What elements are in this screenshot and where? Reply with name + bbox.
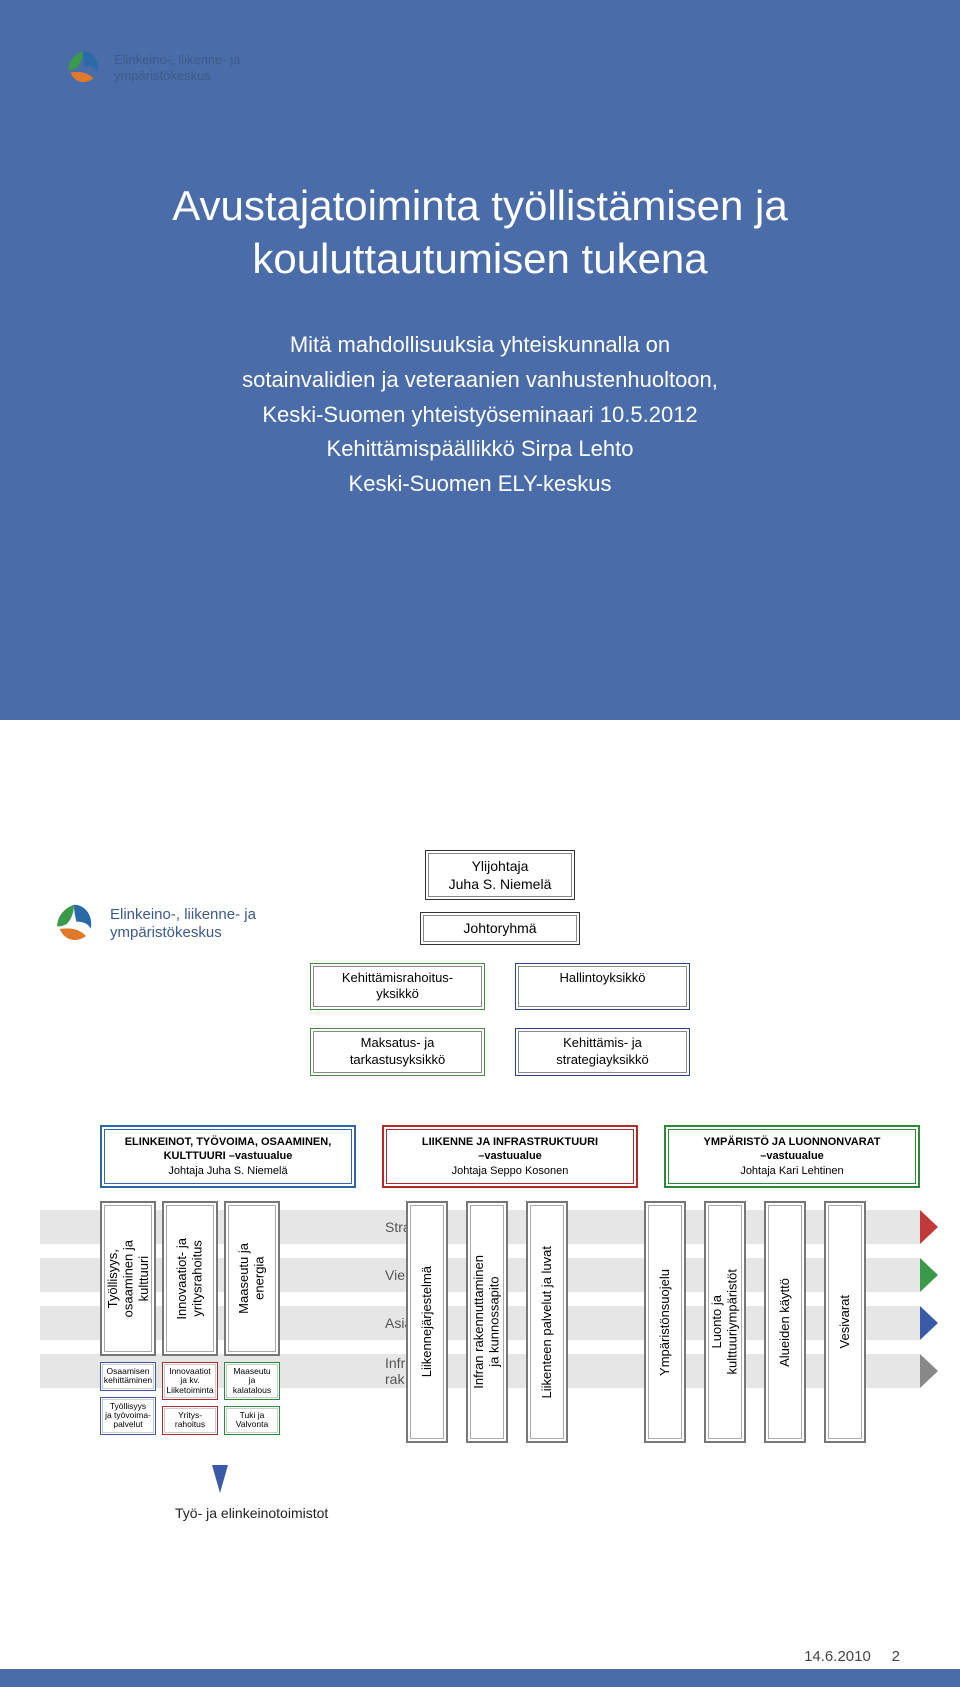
logo-slide2: Elinkeino-, liikenne- ja ympäristökeskus <box>50 900 280 948</box>
dept-row: ELINKEINOT, TYÖVOIMA, OSAAMINEN, KULTTUU… <box>100 1125 920 1188</box>
dept-liikenne: LIIKENNE JA INFRASTRUKTUURI –vastuualue … <box>382 1125 638 1188</box>
vbox-maaseutu: Maaseutu ja energia <box>224 1201 280 1356</box>
mini-innovaatiot: Innovaatiot ja kv. Liiketoiminta <box>162 1362 218 1400</box>
leftcol-3: Maaseutu ja energia Maaseutu ja kalatalo… <box>224 1201 280 1461</box>
vbox-luonto: Luonto ja kulttuuriympäristöt <box>704 1201 746 1443</box>
title-line1: Avustajatoiminta työllistämisen ja <box>172 182 788 229</box>
org-left2: Maksatus- ja tarkastusyksikkö <box>310 1028 485 1076</box>
leftcol-1: Työllisyys, osaaminen ja kulttuuri Osaam… <box>100 1201 156 1461</box>
dept-elinkeinot: ELINKEINOT, TYÖVOIMA, OSAAMINEN, KULTTUU… <box>100 1125 356 1188</box>
vbox-infra: Infran rakennuttaminen ja kunnossapito <box>466 1201 508 1443</box>
vbox-vesivarat: Vesivarat <box>824 1201 866 1443</box>
sub-p2: sotainvalidien ja veteraanien vanhustenh… <box>90 365 870 396</box>
footer-bar <box>0 1669 960 1687</box>
tyo-elinkeinotoimistot: Työ- ja elinkeinotoimistot <box>175 1505 328 1521</box>
vbox-tyollisyys: Työllisyys, osaaminen ja kulttuuri <box>100 1201 156 1356</box>
mini-tyollisyys: Työllisyys ja työvoima- palvelut <box>100 1397 156 1435</box>
sub-p4: Kehittämispäällikkö Sirpa Lehto <box>90 434 870 465</box>
left-group: Työllisyys, osaaminen ja kulttuuri Osaam… <box>100 1201 280 1461</box>
footer-text: 14.6.2010 2 <box>804 1648 900 1665</box>
slide1-title: Avustajatoiminta työllistämisen ja koulu… <box>90 180 870 285</box>
sub-p1: Mitä mahdollisuuksia yhteiskunnalla on <box>90 330 870 361</box>
slide-1: Elinkeino-, liikenne- ja ympäristökeskus… <box>0 0 960 720</box>
title-line2: kouluttautumisen tukena <box>252 235 707 282</box>
dept-ymparisto: YMPÄRISTÖ JA LUONNONVARAT –vastuualue Jo… <box>664 1125 920 1188</box>
mini-tukivalvonta: Tuki ja Valvonta <box>224 1406 280 1435</box>
vbox-liikennejarjestelma: Liikennejärjestelmä <box>406 1201 448 1443</box>
org-top: Ylijohtaja Juha S. Niemelä <box>425 850 575 900</box>
footer-page: 2 <box>892 1648 900 1665</box>
ely-logo-icon <box>62 47 104 89</box>
org-chart-top: Ylijohtaja Juha S. Niemelä Johtoryhmä Ke… <box>300 850 700 1076</box>
slide-2: Elinkeino-, liikenne- ja ympäristökeskus… <box>0 720 960 1687</box>
org-group: Johtoryhmä <box>420 912 580 944</box>
mini-maaseutu: Maaseutu ja kalatalous <box>224 1362 280 1400</box>
logo-slide1: Elinkeino-, liikenne- ja ympäristökeskus <box>62 38 272 98</box>
ely-logo-icon <box>50 900 98 948</box>
vbox-innovaatiot: Innovaatiot- ja yritysrahoitus <box>162 1201 218 1356</box>
org-right2: Kehittämis- ja strategiayksikkö <box>515 1028 690 1076</box>
slide1-subtext: Mitä mahdollisuuksia yhteiskunnalla on s… <box>90 330 870 504</box>
vertical-columns: Työllisyys, osaaminen ja kulttuuri Osaam… <box>100 1201 920 1461</box>
org-right1: Hallintoyksikkö <box>515 963 690 1011</box>
sub-p3: Keski-Suomen yhteistyöseminaari 10.5.201… <box>90 400 870 431</box>
footer-date: 14.6.2010 <box>804 1648 871 1665</box>
vbox-ymparistonsuojelu: Ympäristönsuojelu <box>644 1201 686 1443</box>
vbox-alueiden: Alueiden käyttö <box>764 1201 806 1443</box>
logo-text2: Elinkeino-, liikenne- ja ympäristökeskus <box>110 906 256 942</box>
mini-yritysrahoitus: Yritys- rahoitus <box>162 1406 218 1435</box>
org-left1: Kehittämisrahoitus- yksikkö <box>310 963 485 1011</box>
sub-p5: Keski-Suomen ELY-keskus <box>90 469 870 500</box>
vbox-liikenteen-palvelut: Liikenteen palvelut ja luvat <box>526 1201 568 1443</box>
logo-text: Elinkeino-, liikenne- ja ympäristökeskus <box>114 52 240 83</box>
leftcol-2: Innovaatiot- ja yritysrahoitus Innovaati… <box>162 1201 218 1461</box>
down-arrow-icon <box>212 1465 228 1493</box>
mini-osaamisen: Osaamisen kehittäminen <box>100 1362 156 1391</box>
